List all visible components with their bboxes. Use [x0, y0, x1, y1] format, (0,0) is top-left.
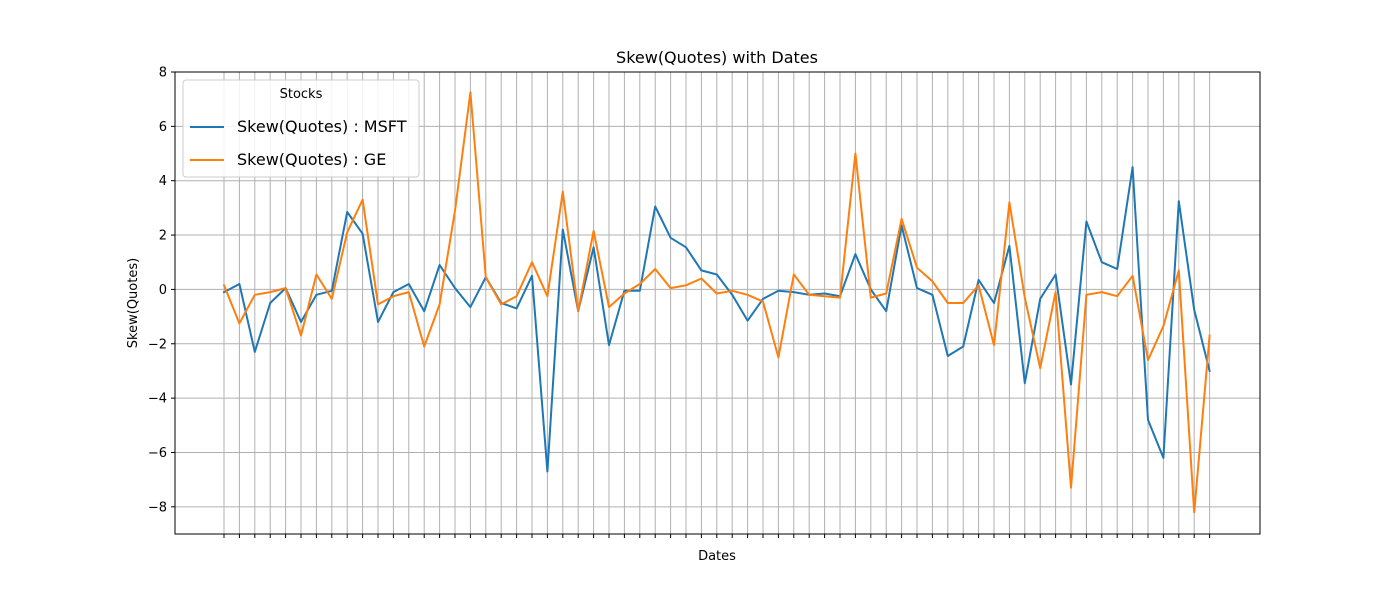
series-layer: [222, 91, 1211, 514]
y-tick-label: 2: [159, 229, 167, 244]
plot-frame: [174, 71, 1261, 535]
y-tick-label: 0: [159, 283, 167, 298]
legend-box: [182, 79, 420, 178]
series-line-ge: [222, 91, 1211, 514]
chart-title: Skew(Quotes) with Dates: [616, 48, 818, 67]
legend: Stocks Skew(Quotes) : MSFT Skew(Quotes) …: [182, 79, 420, 178]
tick-layer: −8 −6 −4 −2 0 2 4 6 8: [148, 66, 1211, 538]
x-axis-label: Dates: [698, 549, 736, 564]
y-tick-label: 6: [159, 120, 167, 135]
legend-title: Stocks: [280, 87, 323, 102]
y-tick-label: 4: [159, 174, 167, 189]
legend-label-ge: Skew(Quotes) : GE: [237, 150, 386, 169]
y-tick-label: 8: [159, 66, 167, 81]
y-tick-label: −2: [148, 337, 167, 352]
y-tick-label: −4: [148, 392, 167, 407]
y-axis-label: Skew(Quotes): [126, 258, 141, 348]
y-tick-label: −8: [148, 500, 167, 515]
y-tick-label: −6: [148, 446, 167, 461]
series-line-msft: [222, 166, 1211, 473]
legend-label-msft: Skew(Quotes) : MSFT: [237, 117, 407, 136]
